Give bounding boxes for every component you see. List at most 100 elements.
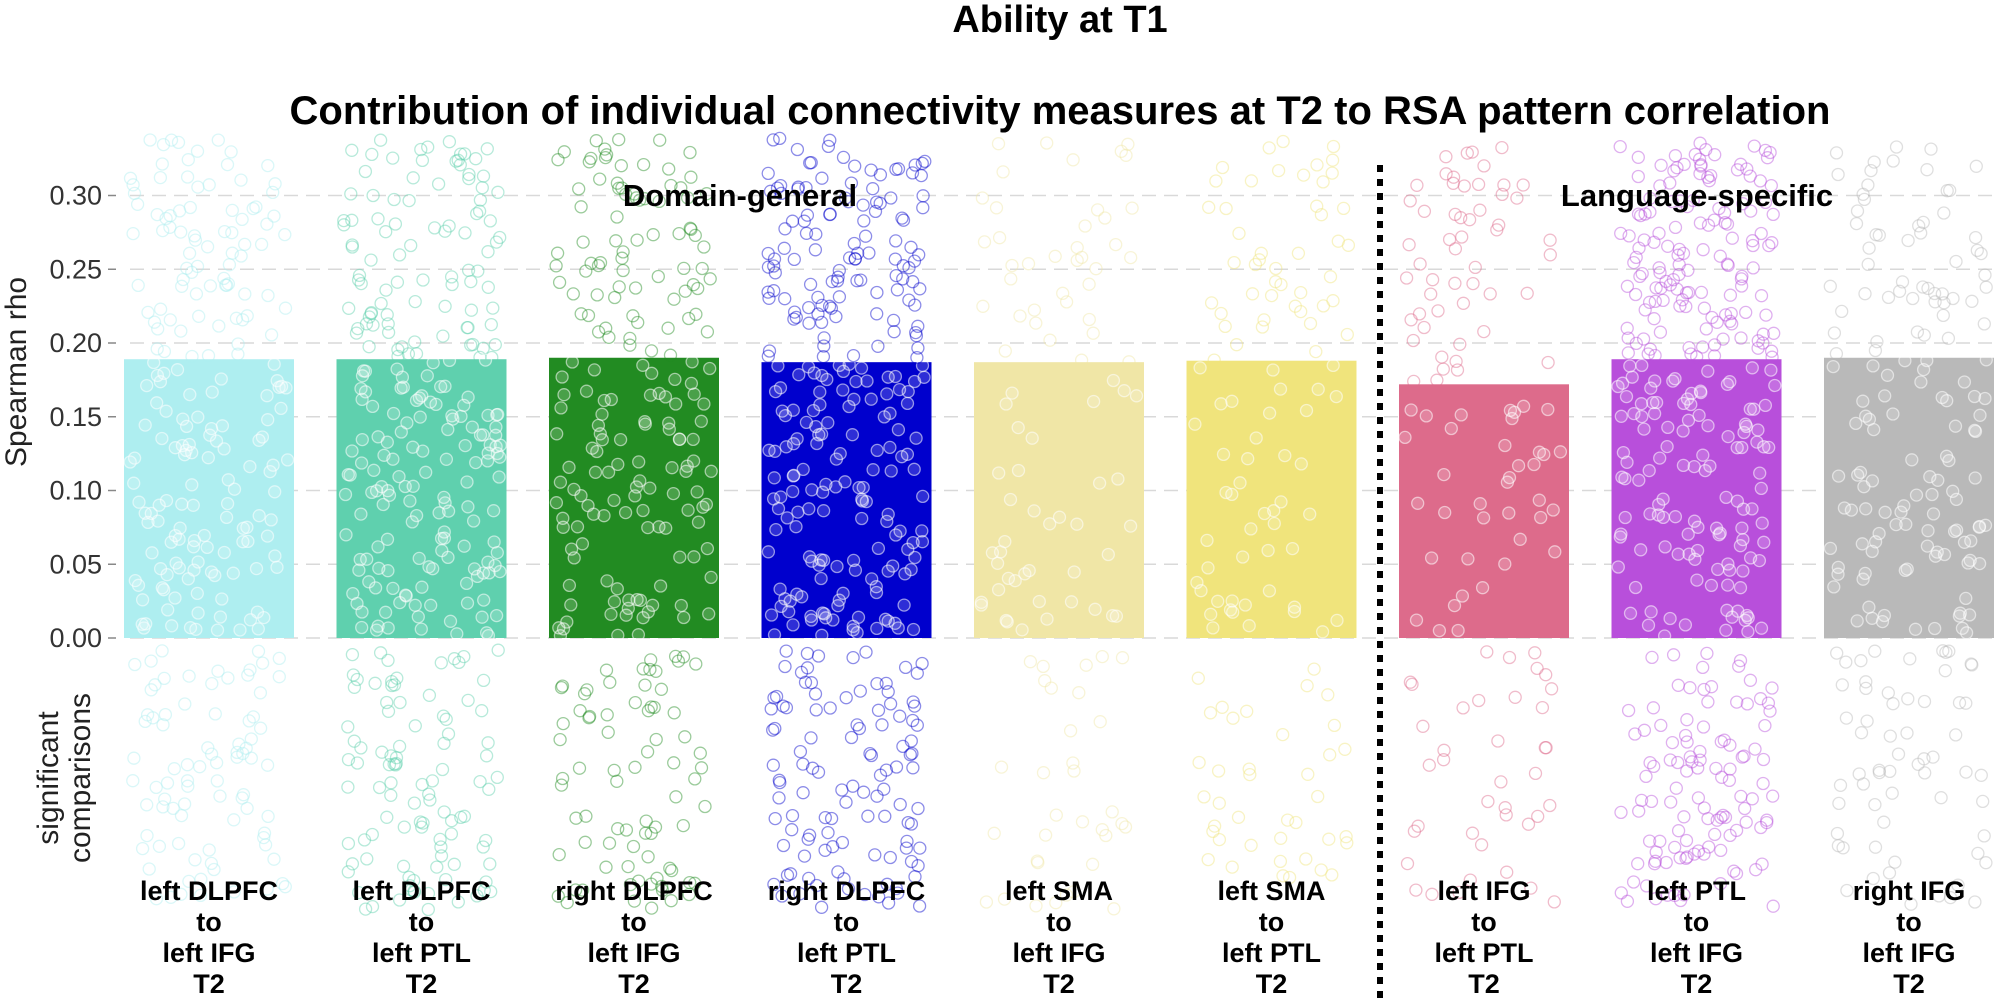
data-point <box>860 374 874 388</box>
data-point <box>345 240 359 254</box>
data-point <box>1745 792 1759 806</box>
data-point <box>381 484 395 498</box>
data-point <box>270 560 284 574</box>
data-point <box>773 131 787 146</box>
data-point <box>268 485 282 499</box>
data-point <box>864 163 878 177</box>
data-point <box>1753 466 1767 480</box>
data-point <box>1862 241 1876 255</box>
data-point <box>345 143 359 157</box>
data-point <box>802 300 816 315</box>
data-point <box>1925 487 1939 502</box>
data-point <box>438 379 452 393</box>
data-point <box>1906 291 1920 306</box>
data-point <box>1502 650 1517 665</box>
data-point <box>461 263 476 277</box>
data-point <box>1733 653 1748 668</box>
data-point <box>476 428 490 442</box>
data-point <box>395 340 409 354</box>
data-point <box>796 757 810 771</box>
data-point <box>267 209 281 223</box>
data-point <box>1937 296 1951 310</box>
data-point <box>207 862 221 877</box>
data-point <box>1952 696 1967 710</box>
data-point <box>477 883 491 898</box>
data-point <box>226 566 240 580</box>
data-point <box>201 349 216 363</box>
data-point <box>1891 747 1906 761</box>
data-point <box>687 387 701 401</box>
data-point <box>387 678 402 692</box>
data-point <box>1974 768 1988 782</box>
data-point <box>1407 374 1421 389</box>
data-point <box>480 454 495 468</box>
data-point <box>1667 164 1681 178</box>
data-point <box>906 695 920 709</box>
data-point <box>1011 420 1025 435</box>
data-point <box>1276 727 1290 742</box>
data-point <box>1480 645 1494 659</box>
data-point <box>1758 195 1773 210</box>
data-point <box>603 675 617 689</box>
data-point <box>249 200 263 214</box>
data-point <box>766 758 780 772</box>
data-point <box>185 349 199 364</box>
data-point <box>1917 752 1931 766</box>
data-point <box>1705 310 1719 325</box>
data-point <box>150 368 165 383</box>
data-point <box>1266 363 1280 377</box>
data-point <box>1114 144 1128 158</box>
data-point <box>1067 565 1081 579</box>
data-point <box>1965 658 1979 672</box>
data-point <box>695 261 709 276</box>
data-point <box>1634 397 1649 411</box>
data-point <box>1709 761 1723 776</box>
data-point <box>1948 419 1963 433</box>
data-point <box>1109 237 1123 252</box>
data-point <box>354 276 368 291</box>
data-point <box>831 865 845 879</box>
data-point <box>787 312 801 326</box>
data-point <box>1495 140 1509 155</box>
data-point <box>785 823 799 837</box>
data-point <box>147 315 162 329</box>
data-point <box>1709 521 1724 535</box>
data-point <box>1671 824 1686 838</box>
data-point <box>858 887 872 902</box>
data-point <box>194 872 208 886</box>
data-point <box>579 264 593 278</box>
data-point <box>690 485 704 499</box>
y-axis: 0.000.050.100.150.200.250.30 <box>49 181 116 653</box>
data-point <box>401 347 416 361</box>
data-point <box>1310 158 1324 172</box>
data-point <box>1643 191 1657 205</box>
category-label-line: left DLPFC <box>353 876 491 906</box>
data-point <box>700 187 714 201</box>
data-point <box>341 780 355 794</box>
data-point <box>1628 727 1642 741</box>
data-point <box>1723 738 1737 752</box>
data-point <box>1056 286 1070 300</box>
data-point <box>680 191 695 205</box>
y-tick-label: 0.25 <box>49 254 102 284</box>
data-point <box>151 322 165 336</box>
data-point <box>801 832 815 846</box>
data-point <box>1696 660 1710 675</box>
data-point <box>1326 139 1341 154</box>
data-point <box>808 687 823 701</box>
data-point <box>1245 287 1260 301</box>
data-point <box>445 409 459 423</box>
data-point <box>1226 711 1240 725</box>
data-point <box>589 134 603 148</box>
data-point <box>1323 748 1337 762</box>
data-point <box>267 852 281 866</box>
data-point <box>1622 229 1636 243</box>
data-point <box>593 256 608 270</box>
data-point <box>800 208 815 222</box>
data-point <box>839 691 853 705</box>
data-point <box>1946 484 1960 498</box>
data-point <box>761 285 775 299</box>
data-point <box>1122 355 1136 369</box>
data-point <box>631 628 646 642</box>
